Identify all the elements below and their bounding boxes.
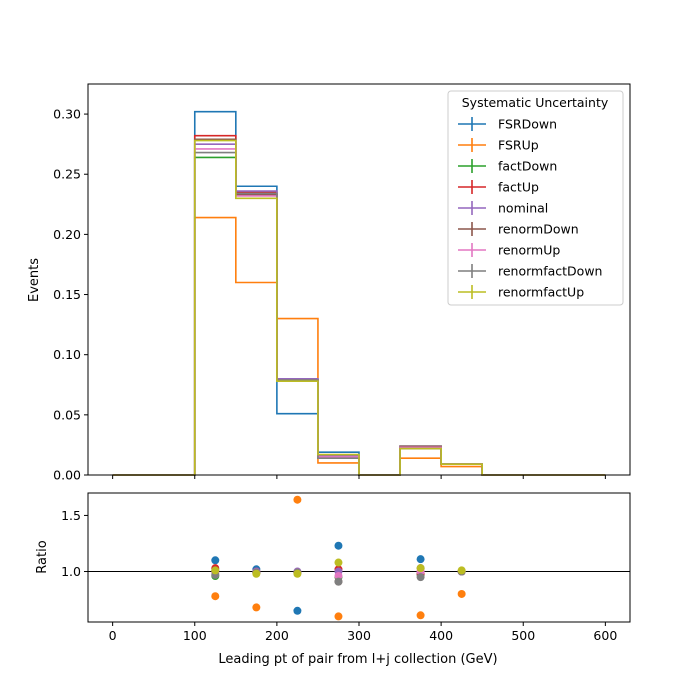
main-x-ticks [112,475,606,479]
legend-title: Systematic Uncertainty [462,95,609,110]
ratio-x-axis: 0 100 200 300 400 500 600 [109,622,617,643]
legend-label-renormUp: renormUp [498,243,560,258]
ratio-point-FSRDown [293,606,302,615]
ratio-point-FSRUp [334,612,343,621]
ratio-y-tick-label: 1.5 [61,508,81,523]
legend: Systematic Uncertainty FSRDown FSRUp factD… [447,90,624,306]
main-y-tick-label: 0.25 [53,167,81,182]
ratio-point-FSRUp [457,589,466,598]
x-tick-label: 300 [347,628,371,643]
legend-entry-FSRUp: FSRUp [458,138,539,153]
ratio-y-axis: 1.0 1.5 [61,508,88,579]
x-tick-label: 600 [593,628,617,643]
x-tick-label: 500 [511,628,535,643]
x-tick-label: 100 [183,628,207,643]
main-y-tick-label: 0.05 [53,407,81,422]
main-y-tick-label: 0.15 [53,287,81,302]
ratio-point-renormfactDown [334,577,343,586]
ratio-point-FSRUp [293,495,302,504]
ratio-point-renormfactUp [211,566,220,575]
legend-label-nominal: nominal [498,201,548,216]
x-axis-label: Leading pt of pair from l+j collection (… [218,652,497,667]
legend-entry-renormUp: renormUp [458,243,560,258]
ratio-point-renormfactUp [252,569,261,578]
main-y-tick-label: 0.10 [53,347,81,362]
ratio-point-FSRDown [211,556,220,565]
ratio-panel: 1.0 1.5 0 100 200 300 400 500 600 Ratio Leading… [35,492,631,667]
ratio-point-renormUp [334,572,343,581]
ratio-points [211,495,466,621]
main-histograms [112,110,606,476]
legend-label-factDown: factDown [498,159,557,174]
main-y-tick-label: 0.00 [53,468,81,483]
legend-entry-renormfactUp: renormfactUp [458,285,584,300]
legend-entry-nominal: nominal [458,201,548,216]
legend-entries: FSRDown FSRUp factDown factUp nominal renormD… [458,117,602,300]
x-tick-label: 200 [265,628,289,643]
ratio-point-FSRUp [416,611,425,620]
main-panel: 0.00 0.05 0.10 0.15 0.20 0.25 0.30 Events [27,83,631,483]
ratio-y-tick-label: 1.0 [61,564,81,579]
ratio-point-FSRDown [416,555,425,564]
legend-label-renormfactUp: renormfactUp [498,285,584,300]
legend-label-FSRDown: FSRDown [498,117,557,132]
legend-entry-renormfactDown: renormfactDown [458,264,602,279]
legend-entry-factUp: factUp [458,180,539,195]
legend-entry-factDown: factDown [458,159,557,174]
legend-box [447,90,624,306]
ratio-point-FSRUp [252,603,261,612]
legend-label-FSRUp: FSRUp [498,138,539,153]
ratio-point-renormfactUp [457,566,466,575]
ratio-point-FSRDown [334,541,343,550]
ratio-point-renormfactDown [416,573,425,582]
ratio-point-renormfactUp [293,569,302,578]
main-y-tick-label: 0.30 [53,107,81,122]
legend-entry-FSRDown: FSRDown [458,117,557,132]
ratio-point-renormfactUp [416,564,425,573]
main-y-axis-label: Events [27,258,42,302]
x-tick-label: 400 [429,628,453,643]
legend-label-renormDown: renormDown [498,222,579,237]
legend-entry-renormDown: renormDown [458,222,579,237]
histogram-renormfactUp [112,139,606,476]
ratio-point-FSRUp [211,592,220,601]
ratio-point-renormfactUp [334,558,343,567]
main-y-axis: 0.00 0.05 0.10 0.15 0.20 0.25 0.30 [53,107,88,483]
legend-label-renormfactDown: renormfactDown [498,264,602,279]
x-tick-label: 0 [109,628,117,643]
legend-label-factUp: factUp [498,180,539,195]
ratio-y-axis-label: Ratio [35,540,50,573]
main-y-tick-label: 0.20 [53,227,81,242]
